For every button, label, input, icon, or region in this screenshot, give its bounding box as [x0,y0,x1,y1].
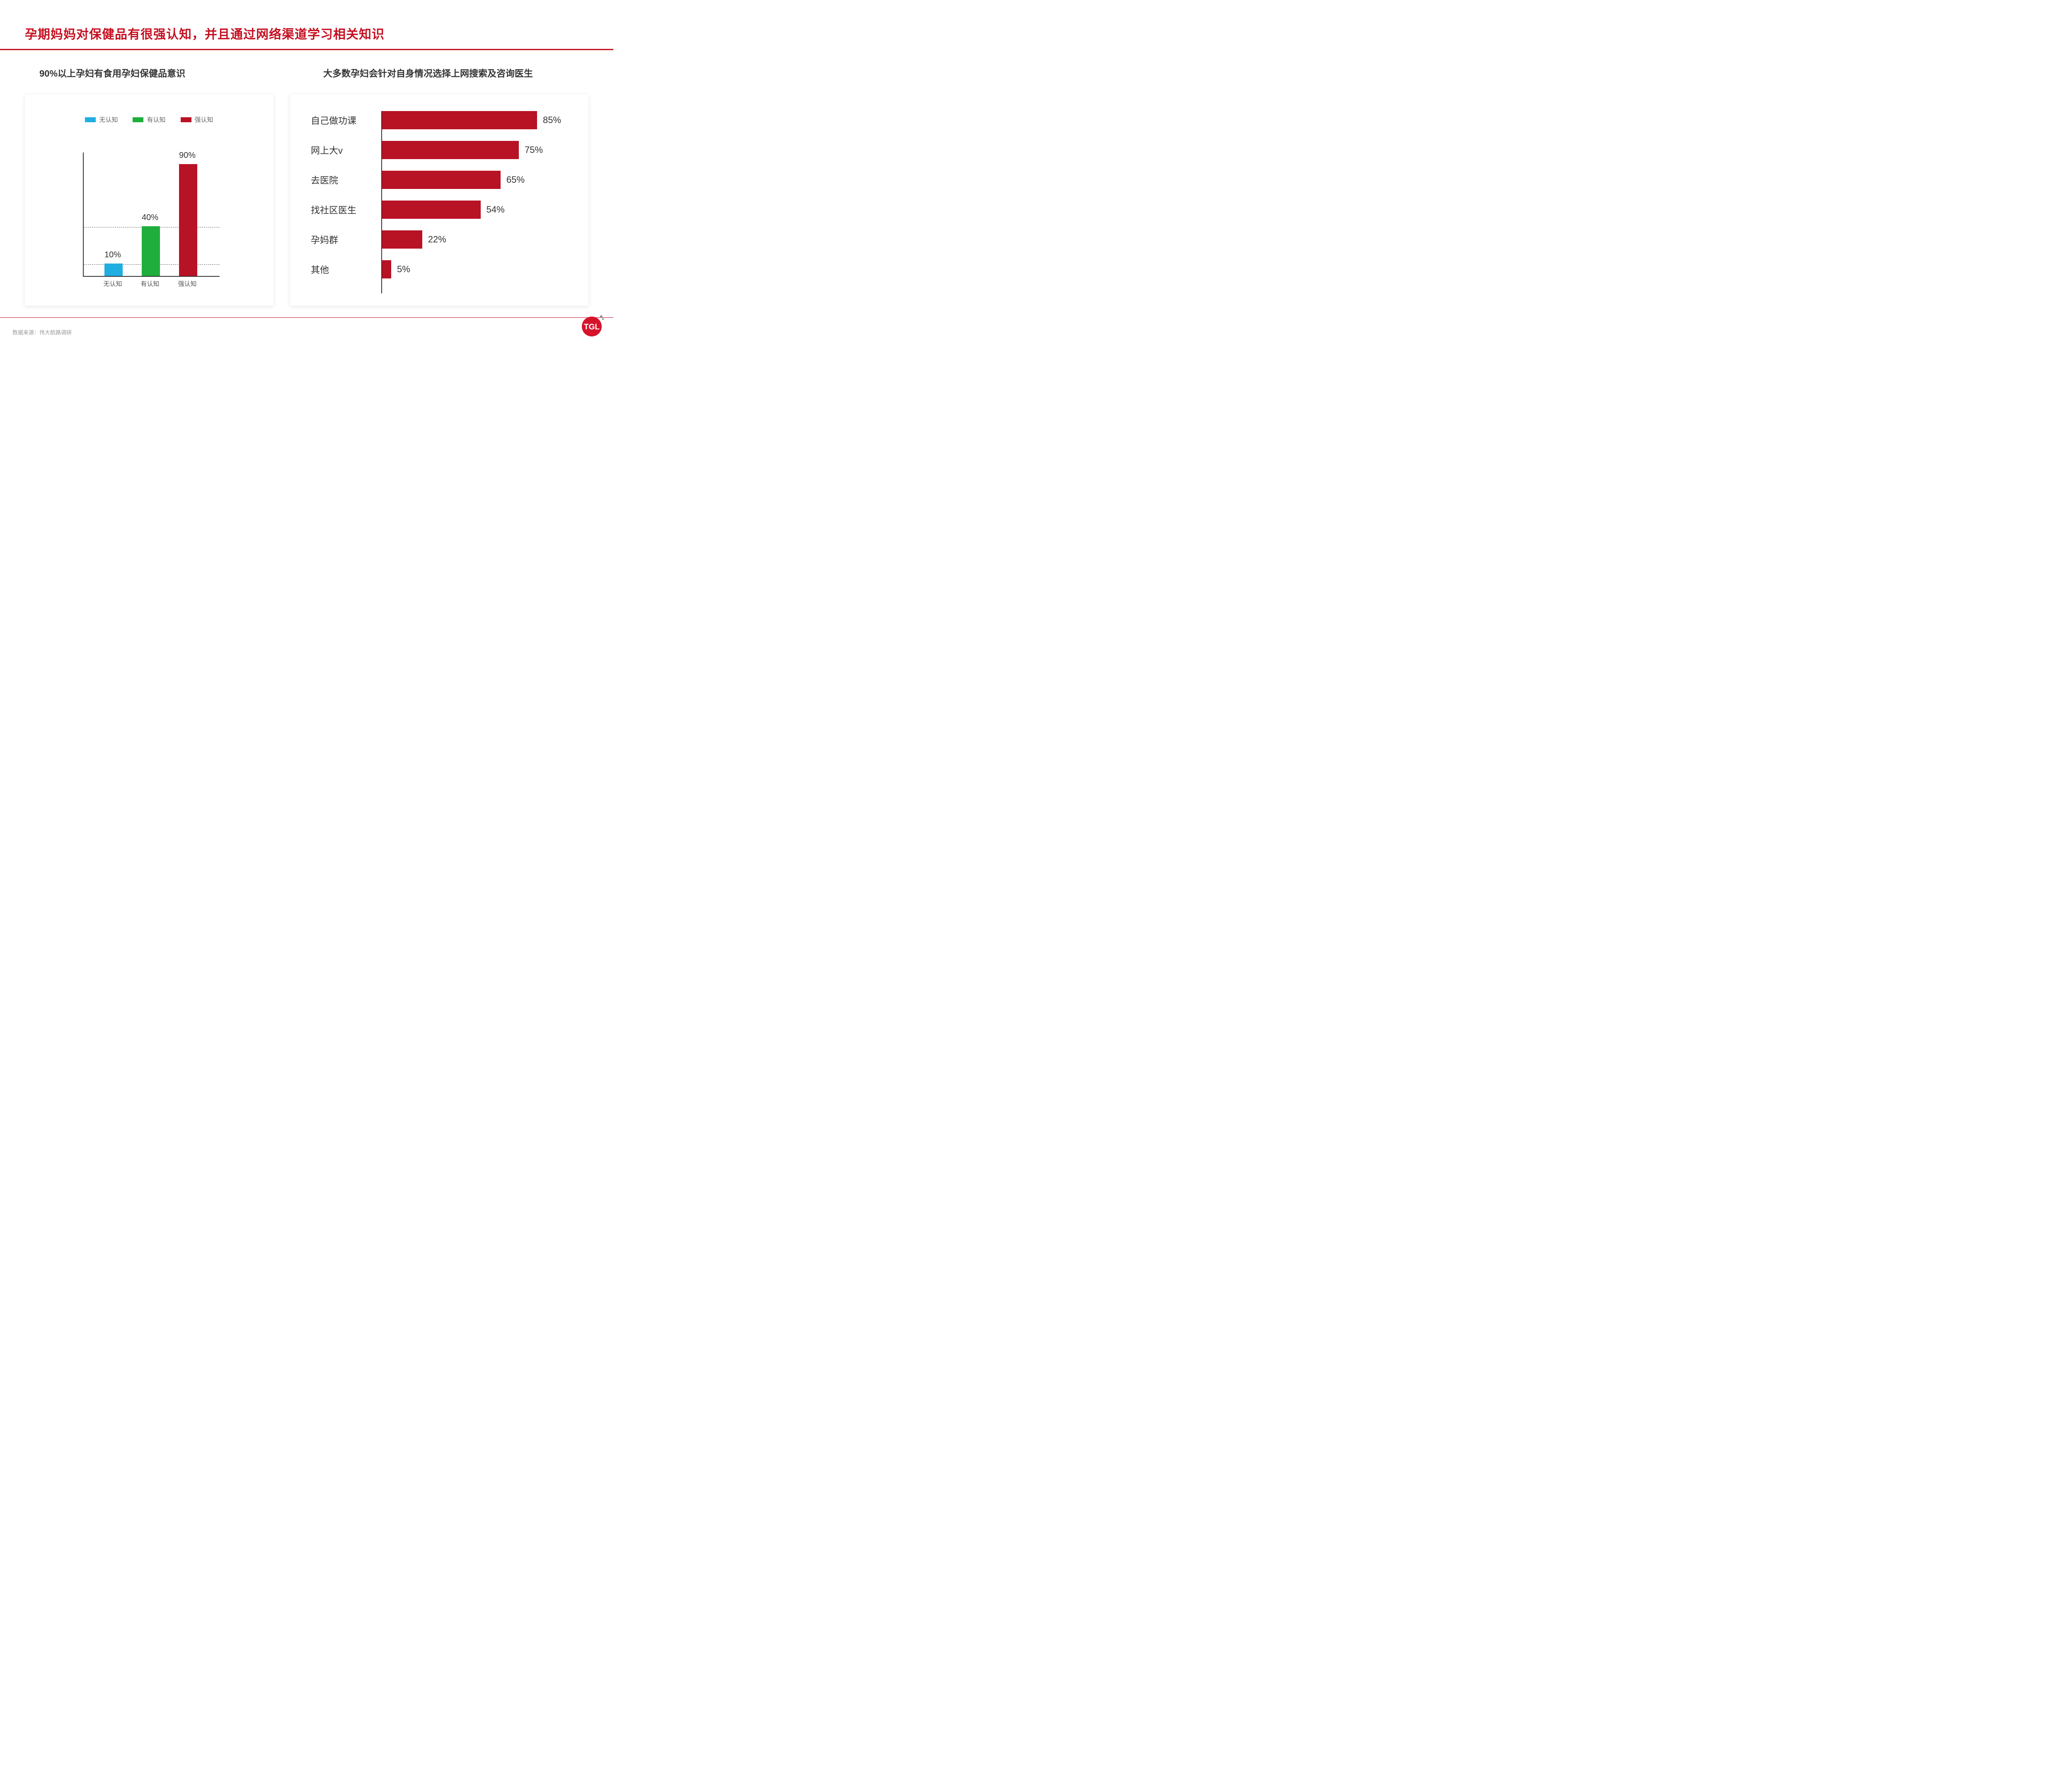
right-panel: 自己做功课 85% 网上大v 75% 去医院 65% 找社区医生 54% 孕妈群 22% 其他 5% [290,94,588,306]
title-rule [0,49,613,50]
hbar-bar-wrap: 54% [382,201,572,219]
hbar-bar [382,141,519,159]
hbar-bar [382,171,501,189]
slide-title: 孕期妈妈对保健品有很强认知，并且通过网络渠道学习相关知识 [25,24,385,42]
hbar-category: 网上大v [311,143,377,157]
legend-label: 强认知 [195,115,213,124]
bar-chart: 10% 40% 90% [83,140,228,277]
x-tick: 无认知 [96,279,129,288]
hbar-value: 65% [501,171,525,189]
vbar [142,226,160,276]
hbar-category: 找社区医生 [311,203,377,216]
hbar-category: 去医院 [311,173,377,186]
legend-item: 有认知 [133,115,165,124]
legend-item: 强认知 [181,115,213,124]
footer-rule [0,317,613,318]
legend: 无认知 有认知 强认知 [25,115,274,124]
hbar-category: 自己做功课 [311,114,377,127]
hbar-category: 其他 [311,263,377,276]
hbar-category: 孕妈群 [311,233,377,246]
hbar-bar-wrap: 22% [382,230,572,249]
hbar-value: 5% [391,260,410,278]
right-subtitle: 大多数孕妇会针对自身情况选择上网搜索及咨询医生 [323,66,533,80]
hbar-row: 找社区医生 54% [311,201,572,219]
left-panel: 无认知 有认知 强认知 10% 40% 90% 无认知 有认知 强认知 [25,94,274,306]
hbar-row: 其他 5% [311,260,572,278]
hbar-bar [382,260,391,278]
hbar-value: 54% [481,201,505,219]
left-subtitle: 90%以上孕妇有食用孕妇保健品意识 [39,66,185,80]
hbar-row: 去医院 65% [311,171,572,189]
hbar-value: 85% [537,111,561,129]
hbar-row: 孕妈群 22% [311,230,572,249]
x-tick: 强认知 [171,279,204,288]
hbar-bar [382,230,422,249]
x-tick: 有认知 [133,279,167,288]
hbar-row: 网上大v 75% [311,141,572,159]
vbar [179,164,197,276]
hbar-chart: 自己做功课 85% 网上大v 75% 去医院 65% 找社区医生 54% 孕妈群 22% 其他 5% [311,111,572,293]
footer-source: 数据来源：伟大航路调研 [12,328,72,336]
legend-label: 有认知 [147,115,165,124]
hbar-bar-wrap: 5% [382,260,572,278]
legend-label: 无认知 [99,115,118,124]
hbar-bar-wrap: 65% [382,171,572,189]
hbar-bar [382,111,537,129]
vbar-label: 10% [96,250,129,260]
legend-swatch [85,117,96,122]
brand-logo-icon: TGL [581,314,604,337]
legend-swatch [133,117,143,122]
vbar [104,264,123,276]
legend-item: 无认知 [85,115,118,124]
logo-text: TGL [584,323,600,331]
hbar-value: 75% [519,141,543,159]
hbar-value: 22% [422,230,446,249]
legend-swatch [181,117,191,122]
hbar-bar-wrap: 75% [382,141,572,159]
vbar-label: 40% [133,213,167,223]
hbar-bar-wrap: 85% [382,111,572,129]
hbar-row: 自己做功课 85% [311,111,572,129]
hbar-bar [382,201,481,219]
vbar-label: 90% [171,151,204,160]
